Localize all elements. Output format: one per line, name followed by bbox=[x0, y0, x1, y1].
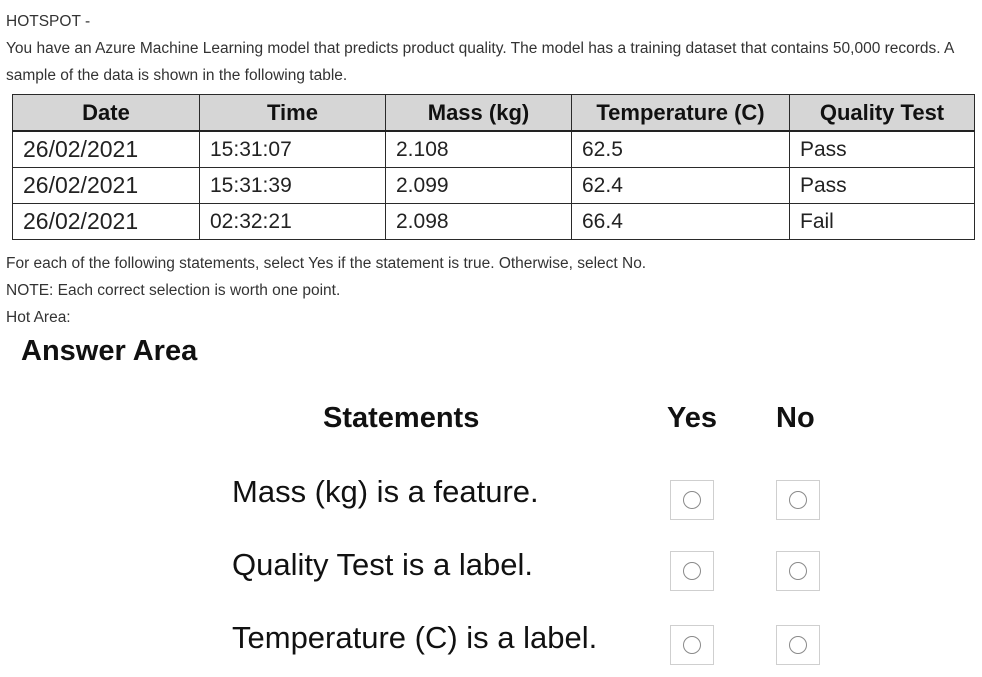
no-header: No bbox=[776, 402, 815, 434]
cell-temperature: 66.4 bbox=[571, 203, 790, 240]
table-row: 26/02/2021 15:31:07 2.108 62.5 Pass bbox=[12, 130, 975, 168]
statement-2: Quality Test is a label. bbox=[232, 547, 533, 582]
note-text: NOTE: Each correct selection is worth on… bbox=[6, 282, 341, 299]
header-mass: Mass (kg) bbox=[385, 94, 572, 132]
radio-circle-icon bbox=[789, 636, 807, 654]
statement-1-yes-radio[interactable] bbox=[670, 480, 714, 520]
sample-data-table: Date Time Mass (kg) Temperature (C) Qual… bbox=[12, 94, 975, 240]
statements-header: Statements bbox=[323, 402, 480, 434]
cell-mass: 2.098 bbox=[385, 203, 572, 240]
instructions: For each of the following statements, se… bbox=[6, 250, 974, 331]
statement-2-no-radio[interactable] bbox=[776, 551, 820, 591]
cell-date: 26/02/2021 bbox=[12, 203, 200, 240]
table-header-row: Date Time Mass (kg) Temperature (C) Qual… bbox=[12, 94, 975, 132]
radio-circle-icon bbox=[683, 562, 701, 580]
cell-quality-test: Fail bbox=[789, 203, 975, 240]
question-type: HOTSPOT - bbox=[6, 13, 91, 30]
header-temperature: Temperature (C) bbox=[571, 94, 790, 132]
table-row: 26/02/2021 02:32:21 2.098 66.4 Fail bbox=[12, 203, 975, 240]
statement-2-yes-radio[interactable] bbox=[670, 551, 714, 591]
yes-header: Yes bbox=[667, 402, 717, 434]
statement-3-no-radio[interactable] bbox=[776, 625, 820, 665]
radio-circle-icon bbox=[683, 491, 701, 509]
statement-3: Temperature (C) is a label. bbox=[232, 620, 598, 655]
cell-quality-test: Pass bbox=[789, 130, 975, 168]
radio-circle-icon bbox=[789, 562, 807, 580]
question-description: You have an Azure Machine Learning model… bbox=[6, 40, 954, 84]
cell-date: 26/02/2021 bbox=[12, 167, 200, 204]
statement-3-yes-radio[interactable] bbox=[670, 625, 714, 665]
statement-1-no-radio[interactable] bbox=[776, 480, 820, 520]
cell-mass: 2.099 bbox=[385, 167, 572, 204]
cell-time: 02:32:21 bbox=[199, 203, 386, 240]
cell-temperature: 62.5 bbox=[571, 130, 790, 168]
cell-temperature: 62.4 bbox=[571, 167, 790, 204]
header-quality-test: Quality Test bbox=[789, 94, 975, 132]
cell-date: 26/02/2021 bbox=[12, 130, 200, 168]
header-date: Date bbox=[12, 94, 200, 132]
hot-area-label: Hot Area: bbox=[6, 309, 71, 326]
header-time: Time bbox=[199, 94, 386, 132]
table-row: 26/02/2021 15:31:39 2.099 62.4 Pass bbox=[12, 167, 975, 204]
cell-time: 15:31:07 bbox=[199, 130, 386, 168]
statement-1: Mass (kg) is a feature. bbox=[232, 474, 539, 509]
cell-quality-test: Pass bbox=[789, 167, 975, 204]
cell-time: 15:31:39 bbox=[199, 167, 386, 204]
cell-mass: 2.108 bbox=[385, 130, 572, 168]
answer-area-title: Answer Area bbox=[21, 335, 198, 367]
question-intro: HOTSPOT - You have an Azure Machine Lear… bbox=[6, 8, 974, 89]
radio-circle-icon bbox=[789, 491, 807, 509]
radio-circle-icon bbox=[683, 636, 701, 654]
instruction-text: For each of the following statements, se… bbox=[6, 255, 647, 272]
